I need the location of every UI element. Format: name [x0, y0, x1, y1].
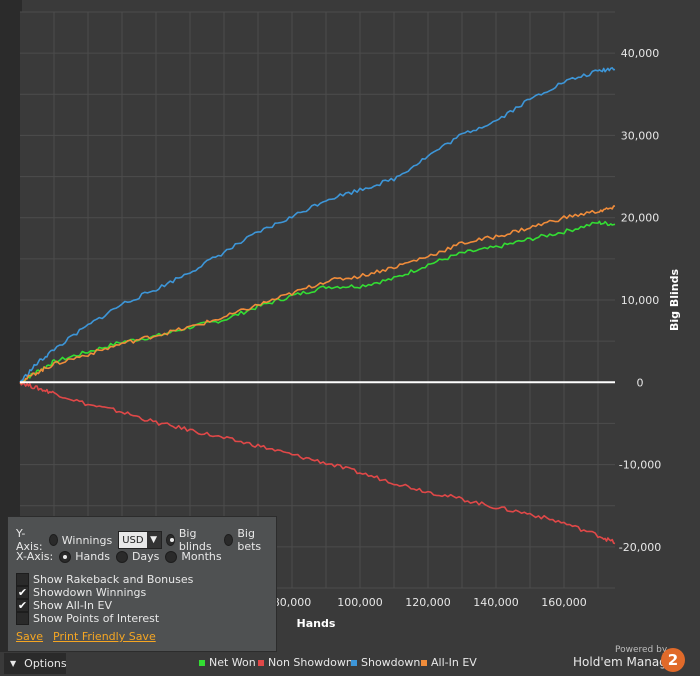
- legend-label: Showdown: [361, 656, 421, 669]
- y-tick-label: -10,000: [619, 459, 661, 472]
- y-tick-label: 40,000: [621, 47, 660, 60]
- poi-checkbox[interactable]: [16, 612, 29, 625]
- showdown-winnings-row: ✔ Showdown Winnings: [16, 586, 146, 599]
- y-tick-label: 20,000: [621, 212, 660, 225]
- series-line: [19, 67, 616, 383]
- legend-net-won[interactable]: Net Won: [199, 656, 256, 669]
- y-tick-label: 30,000: [621, 129, 660, 142]
- currency-select[interactable]: USD ▼: [118, 531, 162, 549]
- showdown-winnings-checkbox[interactable]: ✔: [16, 586, 29, 599]
- legend-swatch: [421, 659, 427, 666]
- x-tick-label: 80,000: [273, 596, 312, 609]
- series-line: [19, 205, 616, 385]
- big-blinds-radio[interactable]: [165, 534, 175, 546]
- y-tick-label: 0: [637, 376, 644, 389]
- series-line: [19, 220, 616, 383]
- chevron-down-icon[interactable]: ▼: [146, 532, 161, 548]
- big-bets-radio[interactable]: [224, 534, 234, 546]
- y-tick-label: 10,000: [621, 294, 660, 307]
- chevron-down-icon: ▼: [10, 659, 17, 668]
- months-radio[interactable]: [165, 550, 178, 563]
- options-tab[interactable]: ▼ Options: [4, 653, 67, 674]
- brand-logo: 2: [661, 648, 685, 672]
- y-axis-label: Y-Axis:: [16, 527, 43, 553]
- days-label: Days: [131, 550, 160, 563]
- legend-label: Non Showdown: [268, 656, 353, 669]
- big-blinds-label: Big blinds: [178, 527, 212, 553]
- legend-swatch: [351, 659, 357, 666]
- allin-ev-row: ✔ Show All-In EV: [16, 599, 112, 612]
- series-line: [19, 381, 616, 545]
- showdown-winnings-label: Showdown Winnings: [33, 586, 147, 599]
- y-tick-labels: 40,000 30,000 20,000 10,000 0 -10,000 -20,000: [619, 47, 661, 554]
- x-tick-label: 100,000: [337, 596, 383, 609]
- y-tick-label: -20,000: [619, 541, 661, 554]
- big-bets-label: Big bets: [237, 527, 262, 553]
- currency-value: USD: [122, 534, 144, 546]
- save-row: Save Print Friendly Save: [16, 630, 166, 643]
- x-axis-row: X-Axis: Hands Days Months: [16, 550, 228, 563]
- powered-by-text: Powered by: [615, 645, 668, 655]
- poi-row: Show Points of Interest: [16, 612, 159, 625]
- bottom-bar: [0, 652, 700, 676]
- brand-name: Hold'em Manager: [573, 655, 680, 669]
- x-tick-label: 160,000: [541, 596, 587, 609]
- x-tick-label: 120,000: [405, 596, 451, 609]
- x-tick-label: 140,000: [473, 596, 519, 609]
- legend-swatch: [258, 659, 264, 666]
- series-lines: [19, 67, 616, 545]
- x-axis-title: Hands: [297, 617, 336, 630]
- y-axis-row: Y-Axis: Winnings USD ▼ Big blinds Big be…: [16, 527, 276, 553]
- legend-non-showdown[interactable]: Non Showdown: [258, 656, 353, 669]
- legend-label: Net Won: [209, 656, 256, 669]
- legend-label: All-In EV: [431, 656, 477, 669]
- x-tick-labels: 80,000 100,000 120,000 140,000 160,000: [273, 596, 587, 609]
- x-axis-label: X-Axis:: [16, 550, 54, 563]
- rakeback-checkbox[interactable]: [16, 573, 29, 586]
- winnings-radio[interactable]: [48, 534, 58, 546]
- rakeback-row: Show Rakeback and Bonuses: [16, 573, 193, 586]
- winnings-label: Winnings: [61, 533, 113, 547]
- print-friendly-save-link[interactable]: Print Friendly Save: [53, 630, 156, 643]
- legend-swatch: [199, 659, 205, 666]
- allin-ev-label: Show All-In EV: [33, 599, 112, 612]
- y-axis-title: Big Blinds: [668, 269, 681, 331]
- poi-label: Show Points of Interest: [33, 612, 160, 625]
- options-tab-label: Options: [24, 657, 67, 670]
- days-radio[interactable]: [115, 550, 128, 563]
- months-label: Months: [181, 550, 222, 563]
- hands-label: Hands: [75, 550, 110, 563]
- legend-allin-ev[interactable]: All-In EV: [421, 656, 477, 669]
- hands-radio[interactable]: [59, 550, 72, 563]
- legend-showdown[interactable]: Showdown: [351, 656, 420, 669]
- allin-ev-checkbox[interactable]: ✔: [16, 599, 29, 612]
- background-strip: [0, 0, 22, 676]
- options-panel: Y-Axis: Winnings USD ▼ Big blinds Big be…: [7, 516, 277, 652]
- save-link[interactable]: Save: [16, 630, 44, 643]
- rakeback-label: Show Rakeback and Bonuses: [33, 573, 194, 586]
